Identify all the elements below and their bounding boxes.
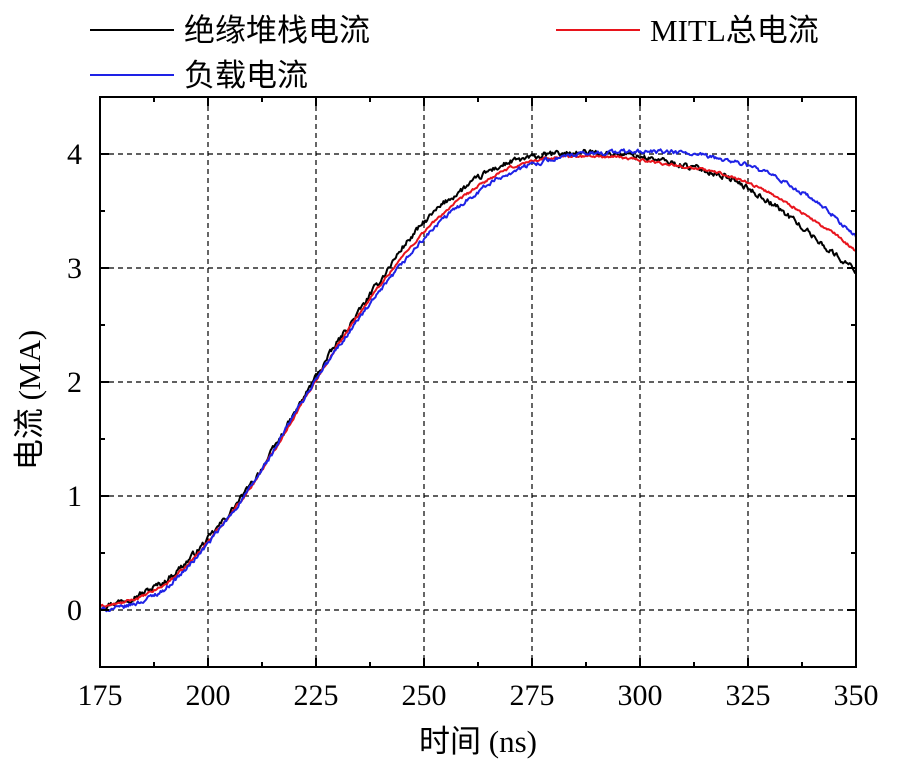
series-line-0 (99, 148, 857, 611)
series-line-1 (99, 154, 857, 608)
legend: 绝缘堆栈电流 MITL总电流 负载电流 (90, 13, 819, 93)
x-tick-label-225: 225 (294, 679, 339, 712)
legend-label-series-1: MITL总电流 (650, 13, 819, 48)
x-tick-label-250: 250 (402, 679, 447, 712)
axis-ticks: 175 200 225 250 275 300 325 350 0 1 2 3 4 (67, 96, 879, 712)
series-line-2 (99, 148, 857, 613)
y-tick-label-0: 0 (67, 594, 82, 627)
y-axis-title: 电流 (MA) (12, 330, 47, 470)
legend-label-series-0: 绝缘堆栈电流 (184, 13, 370, 48)
x-tick-label-350: 350 (834, 679, 879, 712)
grid-lines (100, 97, 856, 667)
y-tick-label-1: 1 (67, 480, 82, 513)
x-tick-label-300: 300 (618, 679, 663, 712)
x-tick-label-175: 175 (78, 679, 123, 712)
y-tick-label-3: 3 (67, 252, 82, 285)
x-tick-label-325: 325 (726, 679, 771, 712)
series-lines (99, 148, 857, 613)
legend-label-series-2: 负载电流 (184, 58, 308, 93)
x-tick-label-275: 275 (510, 679, 555, 712)
x-tick-label-200: 200 (186, 679, 231, 712)
y-tick-label-2: 2 (67, 366, 82, 399)
y-tick-label-4: 4 (67, 138, 82, 171)
x-axis-title: 时间 (ns) (419, 724, 537, 759)
